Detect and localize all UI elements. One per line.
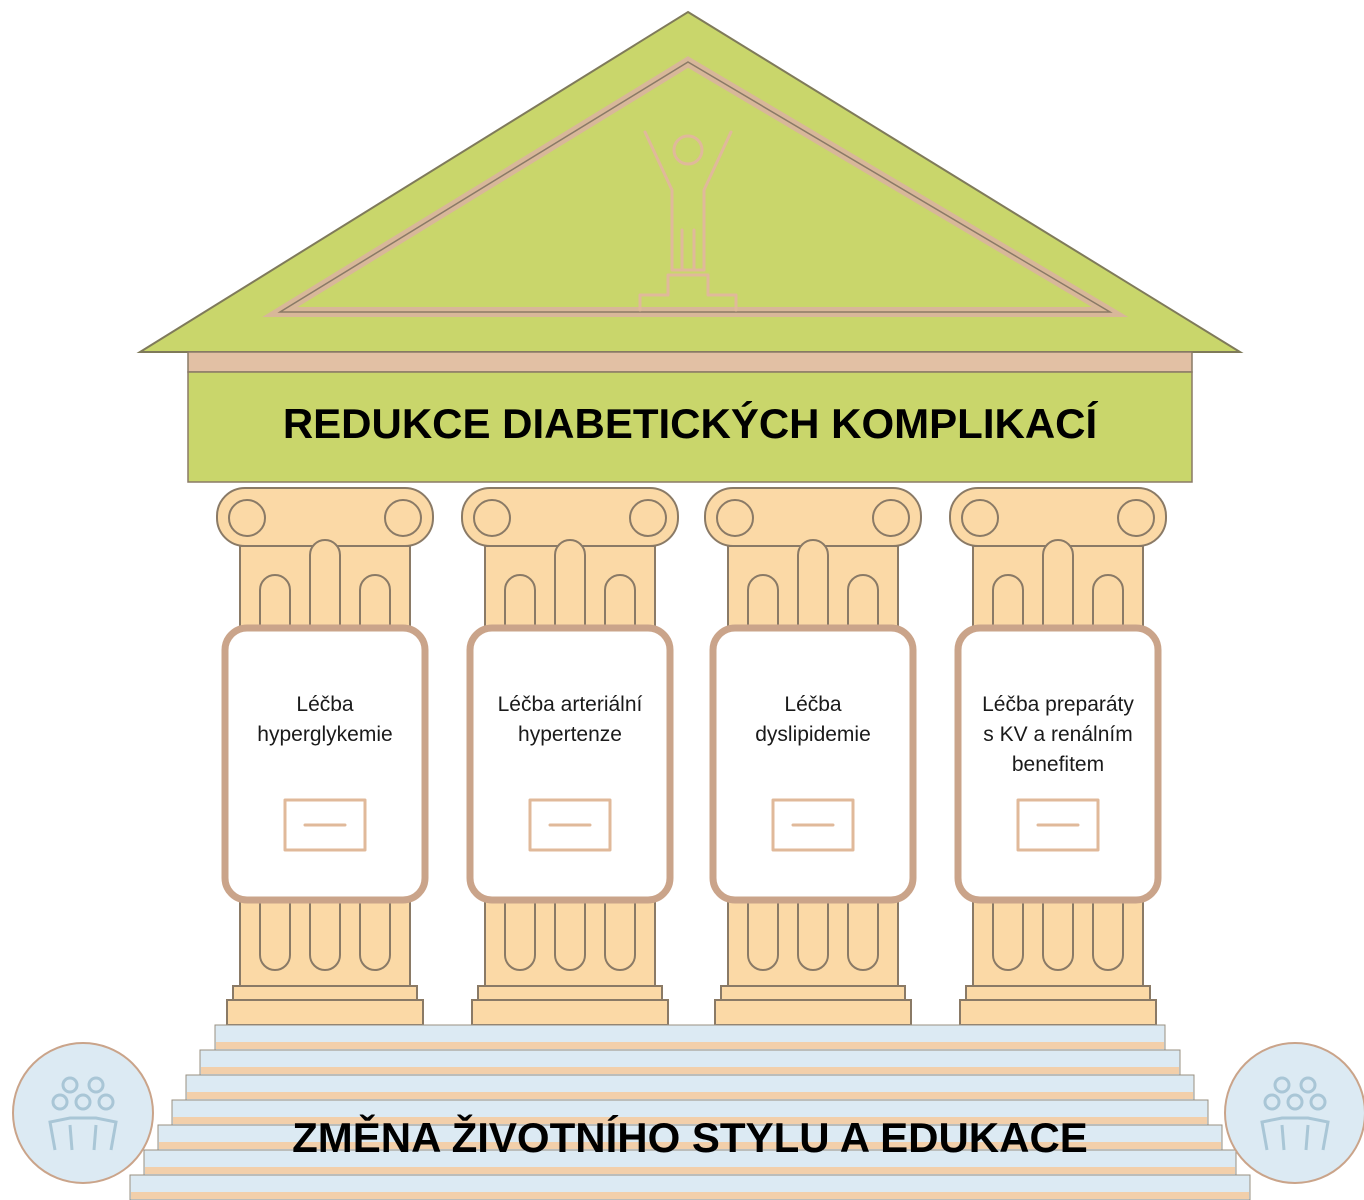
pillar-base (478, 986, 662, 1000)
roof: REDUKCE DIABETICKÝCH KOMPLIKACÍ (140, 12, 1240, 482)
pillar-label: s KV a renálním (983, 723, 1132, 746)
pillar-base (966, 986, 1150, 1000)
card (713, 628, 913, 900)
pillars: Léčba hyperglykemie Léčba arteriální hypert… (217, 488, 1166, 1025)
pillar-label: Léčba (784, 693, 842, 716)
pillar: Léčba preparáty s KV a renálním benefitem (950, 488, 1166, 1025)
step-edge (145, 1167, 1235, 1174)
pillar-label: Léčba (296, 693, 354, 716)
step-edge (131, 1192, 1249, 1199)
capital (217, 488, 433, 546)
pillar-label: benefitem (1012, 753, 1104, 776)
step-edge (216, 1042, 1164, 1049)
pillar-base (960, 1000, 1156, 1025)
pillar-label: dyslipidemie (755, 723, 871, 746)
capital (950, 488, 1166, 546)
pillar-base (721, 986, 905, 1000)
pillar-label: Léčba arteriální (498, 693, 643, 716)
pillar-base (233, 986, 417, 1000)
pillar: Léčba hyperglykemie (217, 488, 433, 1025)
step-edge (187, 1092, 1193, 1099)
pillar-base (715, 1000, 911, 1025)
base-title: ZMĚNA ŽIVOTNÍHO STYLU A EDUKACE (292, 1113, 1088, 1161)
card (225, 628, 425, 900)
pillar-label: hyperglykemie (257, 723, 392, 746)
pillar: Léčba arteriální hypertenze (462, 488, 678, 1025)
pillar-label: Léčba preparáty (982, 693, 1134, 716)
pillar-base (227, 1000, 423, 1025)
people-icon-right (1225, 1043, 1364, 1183)
capital (462, 488, 678, 546)
steps (130, 1025, 1250, 1200)
temple-diagram: REDUKCE DIABETICKÝCH KOMPLIKACÍ Léčba hyp… (0, 0, 1364, 1200)
pillar-base (472, 1000, 668, 1025)
pillar: Léčba dyslipidemie (705, 488, 921, 1025)
card (470, 628, 670, 900)
people-icon-left (13, 1043, 153, 1183)
capital (705, 488, 921, 546)
pillar-label: hypertenze (518, 723, 622, 746)
step-edge (201, 1067, 1179, 1074)
roof-title: REDUKCE DIABETICKÝCH KOMPLIKACÍ (283, 400, 1099, 447)
